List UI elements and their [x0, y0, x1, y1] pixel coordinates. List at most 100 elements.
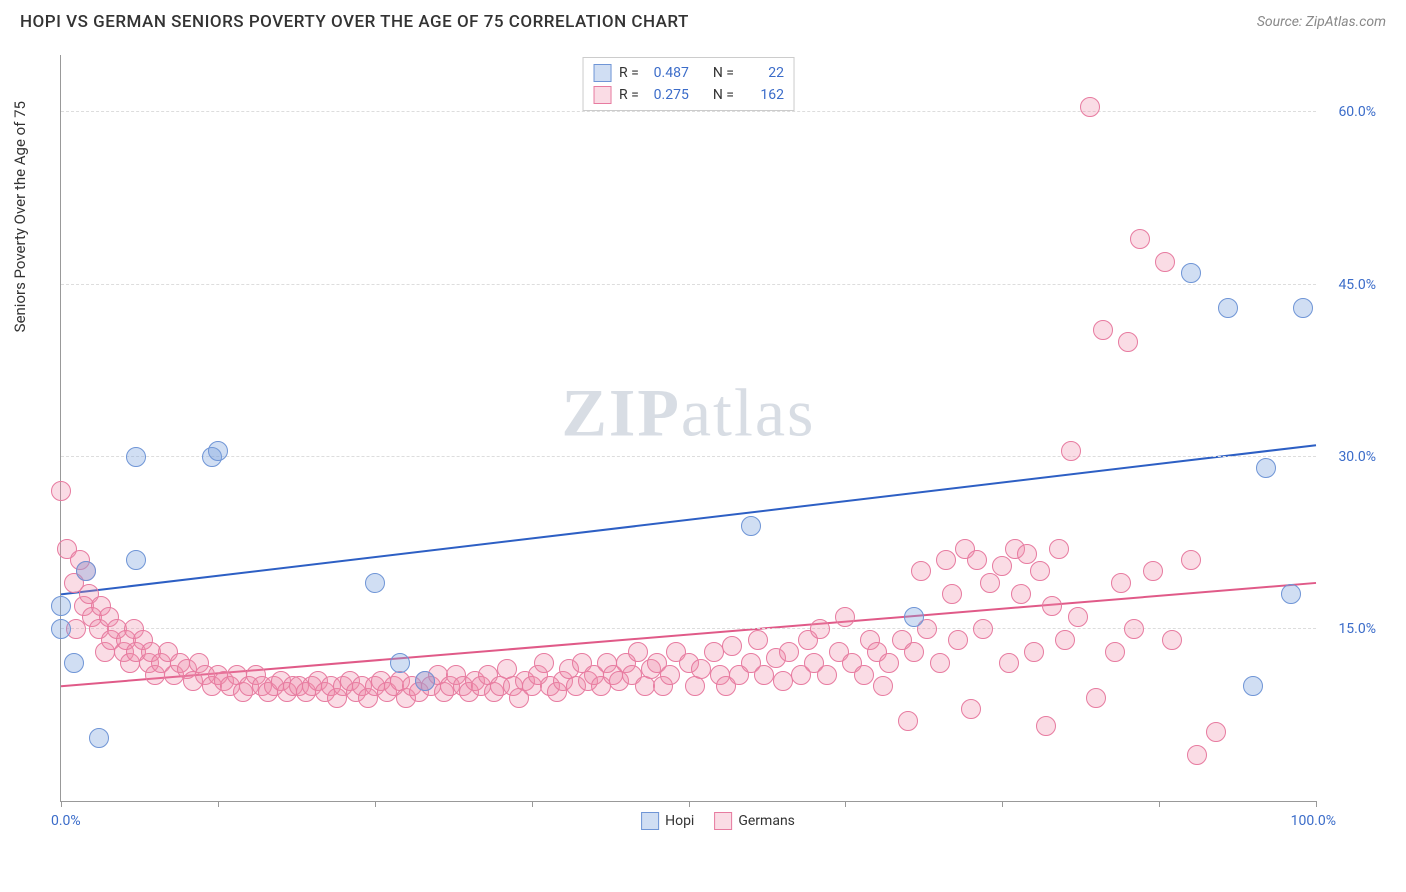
data-point — [1155, 252, 1175, 272]
y-tick-label: 15.0% — [1338, 621, 1376, 637]
data-point — [1017, 544, 1037, 564]
data-point — [967, 550, 987, 570]
legend-bottom: Hopi Germans — [641, 812, 795, 830]
watermark-zip: ZIP — [562, 375, 681, 451]
data-point — [76, 561, 96, 581]
data-point — [691, 659, 711, 679]
data-point — [1206, 722, 1226, 742]
data-point — [898, 711, 918, 731]
data-point — [817, 665, 837, 685]
legend-r-value-germans: 0.275 — [647, 87, 689, 103]
legend-r-label: R = — [619, 65, 639, 81]
trend-line — [61, 445, 1316, 594]
y-axis-label: Seniors Poverty Over the Age of 75 — [11, 101, 29, 332]
data-point — [936, 550, 956, 570]
x-tick — [61, 801, 62, 807]
legend-swatch-hopi-bottom — [641, 812, 659, 830]
data-point — [942, 584, 962, 604]
data-point — [1093, 320, 1113, 340]
data-point — [879, 653, 899, 673]
chart-source: Source: ZipAtlas.com — [1257, 14, 1386, 30]
x-axis-max-label: 100.0% — [1291, 813, 1336, 829]
chart-title: HOPI VS GERMAN SENIORS POVERTY OVER THE … — [20, 12, 689, 32]
data-point — [722, 636, 742, 656]
data-point — [51, 619, 71, 639]
data-point — [980, 573, 1000, 593]
x-tick — [689, 801, 690, 807]
x-tick — [1316, 801, 1317, 807]
data-point — [1036, 716, 1056, 736]
data-point — [635, 676, 655, 696]
data-point — [1055, 630, 1075, 650]
data-point — [779, 642, 799, 662]
data-point — [89, 728, 109, 748]
data-point — [1061, 441, 1081, 461]
data-point — [1024, 642, 1044, 662]
data-point — [1293, 298, 1313, 318]
x-tick — [532, 801, 533, 807]
data-point — [685, 676, 705, 696]
y-tick-label: 45.0% — [1338, 277, 1376, 293]
x-tick — [218, 801, 219, 807]
data-point — [835, 607, 855, 627]
x-tick — [845, 801, 846, 807]
data-point — [1181, 263, 1201, 283]
data-point — [1118, 332, 1138, 352]
data-point — [810, 619, 830, 639]
chart-container: Seniors Poverty Over the Age of 75 ZIPat… — [50, 45, 1386, 832]
legend-swatch-germans-bottom — [714, 812, 732, 830]
data-point — [911, 561, 931, 581]
data-point — [1086, 688, 1106, 708]
legend-n-value-hopi: 22 — [742, 65, 784, 81]
data-point — [126, 550, 146, 570]
data-point — [873, 676, 893, 696]
data-point — [973, 619, 993, 639]
legend-n-label: N = — [713, 87, 734, 103]
legend-stats-row-hopi: R = 0.487 N = 22 — [593, 62, 784, 84]
data-point — [1049, 539, 1069, 559]
data-point — [999, 653, 1019, 673]
legend-stats-box: R = 0.487 N = 22 R = 0.275 N = 162 — [582, 57, 795, 111]
data-point — [1111, 573, 1131, 593]
data-point — [660, 665, 680, 685]
y-tick-label: 60.0% — [1338, 104, 1376, 120]
data-point — [748, 630, 768, 650]
y-tick-label: 30.0% — [1338, 449, 1376, 465]
data-point — [930, 653, 950, 673]
legend-r-value-hopi: 0.487 — [647, 65, 689, 81]
data-point — [64, 653, 84, 673]
chart-header: HOPI VS GERMAN SENIORS POVERTY OVER THE … — [0, 0, 1406, 40]
plot-area: ZIPatlas R = 0.487 N = 22 R = 0.275 N = … — [60, 55, 1316, 802]
data-point — [208, 441, 228, 461]
data-point — [754, 665, 774, 685]
data-point — [628, 642, 648, 662]
data-point — [390, 653, 410, 673]
watermark-atlas: atlas — [681, 375, 816, 451]
grid-line: 45.0% — [61, 284, 1316, 285]
data-point — [948, 630, 968, 650]
data-point — [51, 481, 71, 501]
data-point — [1130, 229, 1150, 249]
data-point — [773, 671, 793, 691]
grid-line: 60.0% — [61, 111, 1316, 112]
legend-n-label: N = — [713, 65, 734, 81]
legend-r-label: R = — [619, 87, 639, 103]
legend-stats-row-germans: R = 0.275 N = 162 — [593, 84, 784, 106]
data-point — [415, 671, 435, 691]
data-point — [1281, 584, 1301, 604]
data-point — [854, 665, 874, 685]
legend-n-value-germans: 162 — [742, 87, 784, 103]
data-point — [704, 642, 724, 662]
data-point — [126, 447, 146, 467]
data-point — [1080, 97, 1100, 117]
legend-swatch-germans — [593, 86, 611, 104]
data-point — [1218, 298, 1238, 318]
data-point — [961, 699, 981, 719]
data-point — [365, 573, 385, 593]
data-point — [1143, 561, 1163, 581]
legend-bottom-item-hopi: Hopi — [641, 812, 694, 830]
data-point — [904, 607, 924, 627]
x-tick — [375, 801, 376, 807]
data-point — [1124, 619, 1144, 639]
x-tick — [1159, 801, 1160, 807]
